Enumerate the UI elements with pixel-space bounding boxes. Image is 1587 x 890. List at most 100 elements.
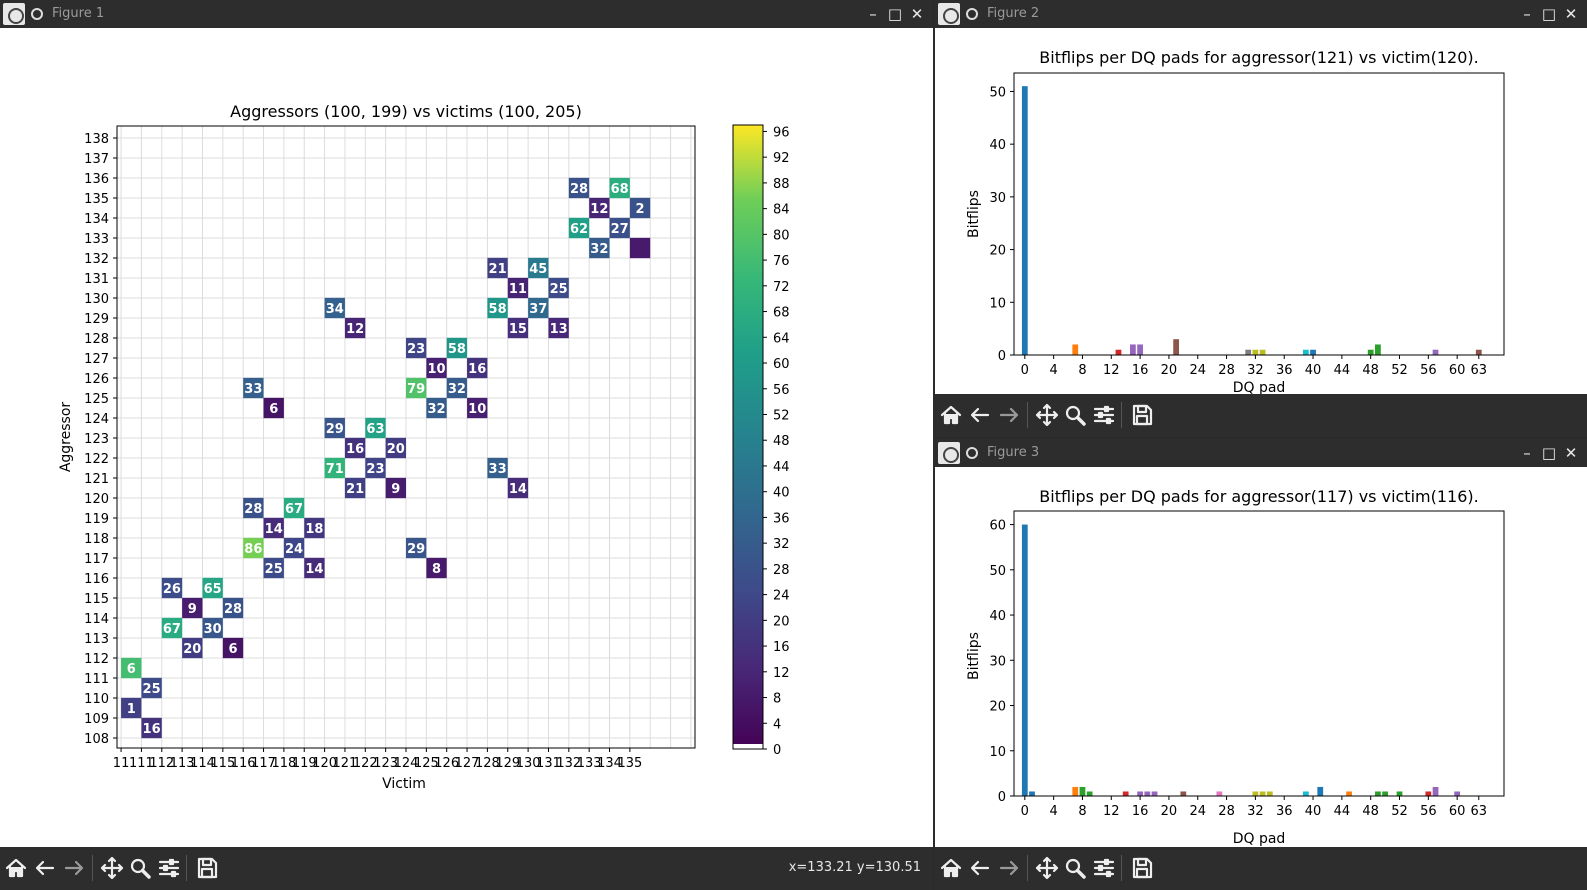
y-axis-label: Bitflips — [966, 190, 982, 238]
heatmap-cell — [243, 377, 264, 399]
colorbar-tick-label: 76 — [773, 254, 790, 269]
bar — [1382, 791, 1388, 796]
matplotlib-app-icon[interactable] — [3, 3, 25, 25]
heatmap-cell-label: 34 — [326, 302, 344, 317]
minimize-icon[interactable]: – — [1523, 5, 1531, 23]
bar — [1072, 786, 1079, 796]
heatmap-cell-label: 68 — [611, 182, 629, 197]
figure-3-titlebar[interactable]: Figure 3 – □ ✕ — [935, 439, 1587, 467]
heatmap-cell-label: 21 — [489, 262, 507, 277]
heatmap-cell-label: 24 — [285, 542, 303, 557]
x-tick-label: 123 — [373, 756, 398, 771]
pin-icon[interactable] — [31, 8, 43, 20]
zoom-icon[interactable] — [1062, 855, 1088, 881]
figure-2-titlebar[interactable]: Figure 2 – □ ✕ — [935, 0, 1587, 28]
heatmap-cell-label: 1 — [127, 702, 136, 717]
heatmap-cell-label: 28 — [570, 182, 588, 197]
heatmap-cell — [406, 337, 427, 359]
heatmap-cell-label: 11 — [509, 282, 527, 297]
bar — [1259, 791, 1266, 796]
x-tick-label: 48 — [1362, 804, 1379, 819]
minimize-icon[interactable]: – — [1523, 444, 1531, 462]
bar — [1151, 791, 1158, 796]
figure-1-titlebar[interactable]: Figure 1 – □ ✕ — [0, 0, 933, 28]
x-tick-label: 114 — [190, 756, 215, 771]
colorbar-tick-label: 32 — [773, 537, 790, 552]
y-tick-label: 113 — [84, 632, 109, 647]
bar — [1079, 786, 1086, 796]
pin-icon[interactable] — [966, 447, 978, 459]
x-tick-label: 4 — [1049, 804, 1057, 819]
back-arrow-icon[interactable] — [967, 855, 993, 881]
heatmap-cell-label: 63 — [366, 422, 384, 437]
x-tick-label: 134 — [597, 756, 622, 771]
pan-icon[interactable] — [99, 855, 125, 881]
zoom-icon[interactable] — [1062, 402, 1088, 428]
home-icon[interactable] — [938, 855, 964, 881]
bar-chart-figure-3[interactable]: Bitflips per DQ pads for aggressor(117) … — [935, 467, 1587, 847]
figure-1-toolbar: x=133.21 y=130.51 — [0, 847, 933, 890]
bar — [1367, 349, 1374, 355]
matplotlib-app-icon[interactable] — [938, 3, 960, 25]
heatmap-cell-label: 16 — [346, 442, 364, 457]
x-tick-label: 60 — [1449, 363, 1466, 378]
pin-icon[interactable] — [966, 8, 978, 20]
y-axis-label: Bitflips — [966, 632, 982, 680]
forward-arrow-icon[interactable] — [996, 402, 1022, 428]
colorbar-tick-label: 56 — [773, 383, 790, 398]
y-axis-ticks: 108 109 110 111 112 113 114 115 116 117 118 119 120 1… — [84, 132, 117, 747]
x-tick-label: 131 — [536, 756, 561, 771]
bar-axes-frame — [1013, 72, 1505, 356]
heatmap-cell — [385, 477, 406, 499]
y-tick-label: 109 — [84, 712, 109, 727]
heatmap-cell-label: 33 — [244, 382, 262, 397]
window-title: Figure 2 — [987, 6, 1040, 21]
window-title: Figure 1 — [52, 6, 105, 21]
y-tick-label: 130 — [84, 292, 109, 307]
x-tick-label: 135 — [617, 756, 642, 771]
save-icon[interactable] — [1129, 402, 1155, 428]
close-icon[interactable]: ✕ — [910, 5, 924, 23]
configure-subplots-icon[interactable] — [1091, 402, 1117, 428]
x-tick-label: 121 — [333, 756, 358, 771]
heatmap-cell-label: 25 — [550, 282, 568, 297]
back-arrow-icon[interactable] — [967, 402, 993, 428]
forward-arrow-icon[interactable] — [996, 855, 1022, 881]
x-tick-label: 52 — [1391, 804, 1408, 819]
heatmap-cell — [528, 297, 549, 319]
bar-chart-title: Bitflips per DQ pads for aggressor(121) … — [1039, 48, 1478, 67]
maximize-icon[interactable]: □ — [1541, 5, 1557, 23]
maximize-icon[interactable]: □ — [1541, 444, 1557, 462]
heatmap-cell — [324, 297, 345, 319]
bar — [1375, 791, 1381, 796]
y-tick-label: 126 — [84, 372, 109, 387]
configure-subplots-icon[interactable] — [1091, 855, 1117, 881]
colorbar-tick-label: 40 — [773, 486, 790, 501]
pan-icon[interactable] — [1034, 855, 1060, 881]
x-tick-label: 12 — [1103, 363, 1120, 378]
x-tick-label: 125 — [414, 756, 439, 771]
bar — [1475, 349, 1482, 355]
y-tick-label: 0 — [998, 790, 1006, 805]
bar-chart-figure-2[interactable]: Bitflips per DQ pads for aggressor(121) … — [935, 28, 1587, 394]
heatmap-cell — [263, 557, 284, 579]
close-icon[interactable]: ✕ — [1564, 5, 1578, 23]
heatmap-cell — [568, 217, 590, 239]
save-icon[interactable] — [1129, 855, 1155, 881]
forward-arrow-icon[interactable] — [61, 855, 87, 881]
close-icon[interactable]: ✕ — [1564, 444, 1578, 462]
x-tick-label: 63 — [1471, 804, 1488, 819]
pan-icon[interactable] — [1034, 402, 1060, 428]
heatmap-cell-label: 14 — [265, 522, 283, 537]
matplotlib-app-icon[interactable] — [938, 442, 960, 464]
minimize-icon[interactable]: – — [869, 5, 877, 23]
home-icon[interactable] — [3, 855, 29, 881]
maximize-icon[interactable]: □ — [887, 5, 903, 23]
zoom-icon[interactable] — [127, 855, 153, 881]
configure-subplots-icon[interactable] — [156, 855, 182, 881]
home-icon[interactable] — [938, 402, 964, 428]
save-icon[interactable] — [194, 855, 220, 881]
heatmap-cell-label: 23 — [407, 342, 425, 357]
back-arrow-icon[interactable] — [32, 855, 58, 881]
